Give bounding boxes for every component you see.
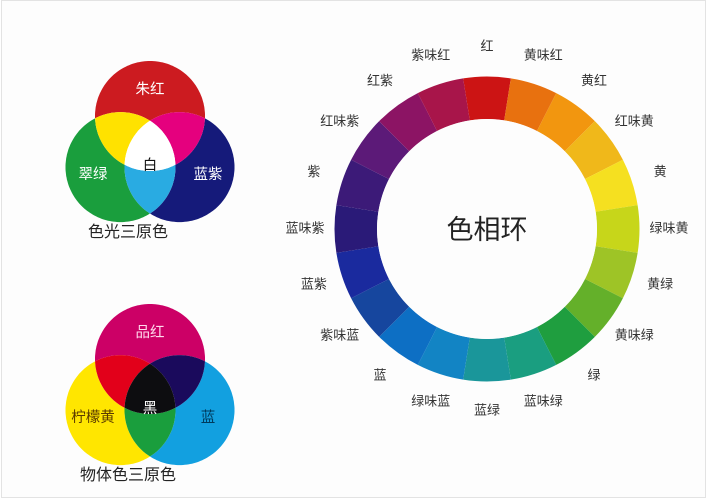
svg-text:紫: 紫	[307, 164, 320, 179]
svg-text:蓝味紫: 蓝味紫	[285, 220, 324, 235]
svg-text:蓝绿: 蓝绿	[474, 402, 500, 417]
svg-text:柠檬黄: 柠檬黄	[71, 409, 115, 426]
svg-text:品红: 品红	[136, 324, 165, 341]
svg-text:紫味蓝: 紫味蓝	[320, 327, 359, 342]
svg-text:黄红: 黄红	[581, 73, 607, 88]
svg-text:朱红: 朱红	[136, 81, 165, 98]
svg-text:蓝味绿: 蓝味绿	[524, 394, 563, 409]
svg-text:黑: 黑	[143, 401, 158, 417]
svg-text:物体色三原色: 物体色三原色	[80, 466, 176, 484]
svg-text:黄味红: 黄味红	[524, 47, 563, 62]
svg-text:红: 红	[480, 38, 493, 53]
svg-text:黄: 黄	[654, 164, 667, 179]
svg-text:绿味黄: 绿味黄	[649, 220, 688, 235]
svg-text:蓝: 蓝	[373, 368, 386, 383]
svg-text:翠绿: 翠绿	[79, 166, 108, 183]
svg-text:红味紫: 红味紫	[320, 113, 359, 128]
svg-text:红紫: 红紫	[367, 73, 393, 88]
svg-text:黄绿: 黄绿	[647, 277, 673, 292]
svg-text:黄味绿: 黄味绿	[615, 327, 654, 342]
svg-text:白: 白	[143, 157, 158, 174]
svg-text:紫味红: 紫味红	[411, 47, 450, 62]
svg-text:蓝紫: 蓝紫	[194, 166, 223, 183]
svg-text:绿味蓝: 绿味蓝	[411, 394, 450, 409]
svg-text:色相环: 色相环	[447, 215, 528, 245]
svg-text:蓝紫: 蓝紫	[301, 277, 327, 292]
svg-text:红味黄: 红味黄	[615, 113, 654, 128]
svg-text:绿: 绿	[587, 368, 600, 383]
svg-text:色光三原色: 色光三原色	[88, 223, 168, 241]
svg-text:蓝: 蓝	[201, 409, 216, 426]
